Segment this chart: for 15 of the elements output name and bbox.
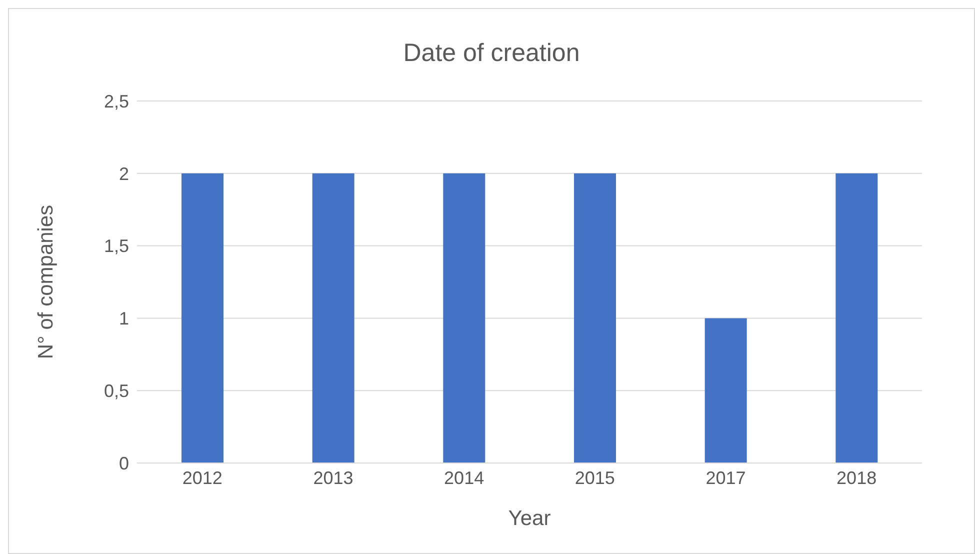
y-tick-label: 2,5	[104, 91, 129, 112]
y-tick-label: 1,5	[104, 236, 129, 256]
y-tick-label: 1	[118, 308, 129, 329]
y-tick-label: 2	[118, 164, 129, 184]
y-axis-title: N° of companies	[34, 204, 58, 360]
chart-title: Date of creation	[402, 39, 581, 68]
x-tick-label: 2017	[706, 468, 746, 488]
x-tick-label: 2015	[574, 468, 615, 488]
x-tick-label: 2018	[836, 468, 877, 488]
y-tick-label: 0	[118, 453, 129, 474]
x-axis-title: Year	[508, 507, 551, 530]
x-tick-label: 2013	[313, 468, 354, 488]
x-tick-label: 2012	[182, 468, 222, 488]
y-tick-label: 0,5	[104, 380, 129, 401]
x-tick-label: 2014	[444, 468, 484, 488]
